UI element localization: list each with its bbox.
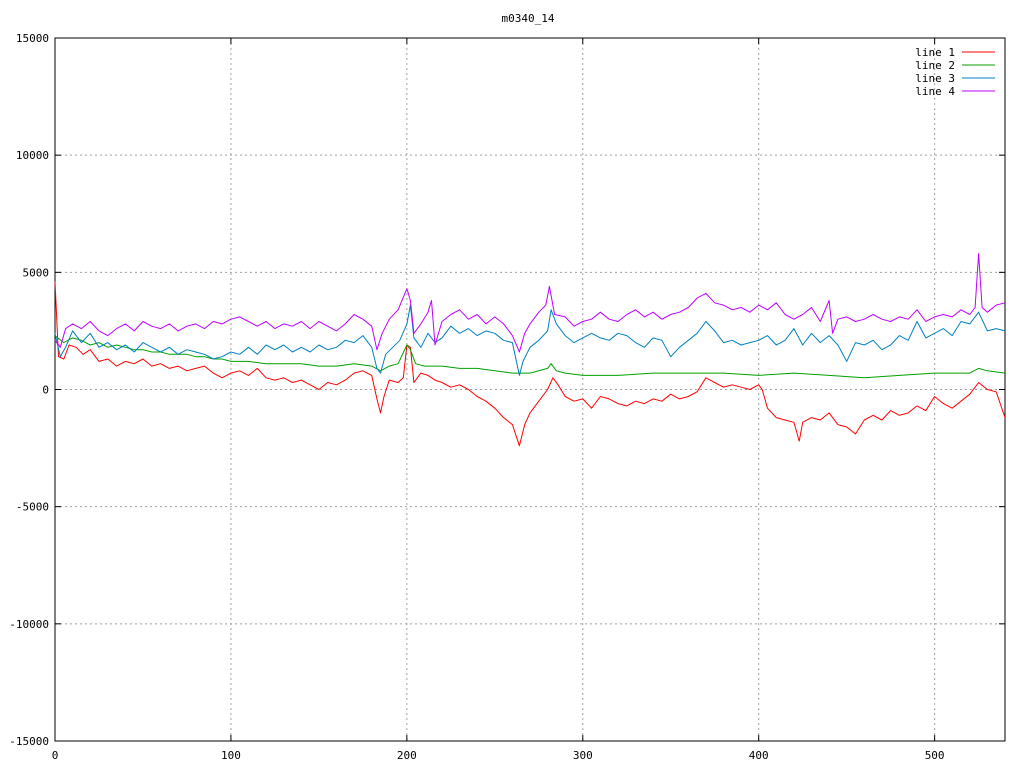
x-tick-label: 200	[397, 749, 417, 762]
series-line-4	[54, 253, 1006, 353]
y-tick-label: 15000	[16, 32, 49, 45]
legend-label: line 2	[915, 59, 955, 72]
legend-label: line 3	[915, 72, 955, 85]
legend-label: line 4	[915, 85, 955, 98]
y-tick-label: -5000	[16, 501, 49, 514]
x-tick-label: 100	[221, 749, 241, 762]
series-line-3	[54, 304, 1006, 376]
y-tick-label: 5000	[23, 266, 50, 279]
series-line-2	[54, 335, 1006, 379]
x-tick-label: 500	[925, 749, 945, 762]
x-tick-label: 400	[749, 749, 769, 762]
y-tick-label: 0	[42, 384, 49, 397]
axis-ticks: 0 100 200 300 400 500 -15000 -10000 -5000 0 5000 10…	[9, 32, 1005, 762]
series-line-1	[54, 281, 1006, 447]
x-tick-label: 0	[52, 749, 59, 762]
chart-title: m0340_14	[502, 12, 555, 25]
y-tick-label: -10000	[9, 618, 49, 631]
y-tick-label: 10000	[16, 149, 49, 162]
y-tick-label: -15000	[9, 735, 49, 748]
x-tick-label: 300	[573, 749, 593, 762]
legend-label: line 1	[915, 46, 955, 59]
grid-lines	[55, 38, 1005, 741]
series-group	[54, 253, 1006, 447]
